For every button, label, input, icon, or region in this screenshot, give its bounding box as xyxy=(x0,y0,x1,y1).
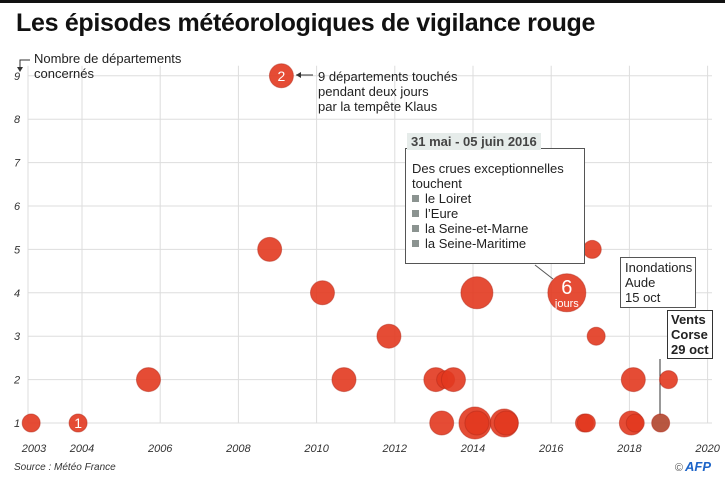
bubble xyxy=(576,413,596,433)
arrow-head-icon xyxy=(17,67,23,72)
bubble xyxy=(586,326,606,346)
bullet-square-icon xyxy=(412,210,419,217)
bubble xyxy=(493,410,519,436)
x-tick-label: 2014 xyxy=(460,443,485,455)
x-tick-label: 2010 xyxy=(303,443,329,455)
x-tick-label: 2006 xyxy=(147,443,173,455)
annotation-line: pendant deux jours xyxy=(318,84,429,99)
bullet-square-icon xyxy=(412,195,419,202)
x-tick-label: 2016 xyxy=(538,443,564,455)
bubble xyxy=(582,239,602,259)
item-label: la Seine-et-Marne xyxy=(425,221,529,236)
copyright-symbol: © xyxy=(674,462,683,474)
bubble xyxy=(135,367,161,393)
y-tick-label: 6 xyxy=(14,201,21,213)
y-tick-label: 2 xyxy=(13,375,20,387)
y-tick-label: 4 xyxy=(14,288,20,300)
bubble-sublabel: jours xyxy=(554,298,579,310)
chart-title: Les épisodes météorologiques de vigilanc… xyxy=(16,9,596,37)
x-tick-label: 2004 xyxy=(69,443,94,455)
annotation-line: touchent xyxy=(412,176,462,191)
bubble xyxy=(440,367,466,393)
item-label: la Seine-Maritime xyxy=(425,236,527,251)
x-tick-label: 2018 xyxy=(616,443,642,455)
bubble-label: 1 xyxy=(74,415,82,431)
y-tick-label: 5 xyxy=(14,244,21,256)
y-tick-label: 9 xyxy=(14,71,20,83)
annotation-line: Aude xyxy=(625,275,656,290)
bubble xyxy=(331,367,357,393)
bubble xyxy=(21,413,41,433)
annotation-line: Vents xyxy=(671,312,706,327)
x-tick-label: 2008 xyxy=(225,443,251,455)
bubble xyxy=(429,410,455,436)
annotation-line: 15 oct xyxy=(625,290,661,305)
annotation-corse: Vents Corse 29 oct xyxy=(667,310,713,359)
bubble xyxy=(651,413,671,433)
bubble xyxy=(309,280,335,306)
arrow-icon xyxy=(19,59,30,69)
y-tick-label: 8 xyxy=(14,114,21,126)
y-tick-label: 3 xyxy=(14,331,21,343)
item-label: l’Eure xyxy=(425,206,459,221)
annotation-line: Inondations xyxy=(625,260,693,275)
x-tick-label: 2020 xyxy=(694,443,720,455)
bubble xyxy=(547,273,587,313)
y-tick-label: 7 xyxy=(14,158,21,170)
list-item: le Loiret xyxy=(412,191,578,206)
bullet-square-icon xyxy=(412,225,419,232)
item-label: le Loiret xyxy=(425,191,472,206)
bubble xyxy=(268,63,294,89)
x-tick-label: 2003 xyxy=(21,443,47,455)
y-tick-label: 1 xyxy=(14,418,20,430)
y-axis-label: Nombre de départements concernés xyxy=(34,51,182,81)
list-item: la Seine-et-Marne xyxy=(412,221,578,236)
annotation-line: 9 départements touchés xyxy=(318,69,458,84)
bubble xyxy=(620,367,646,393)
bubble xyxy=(376,323,402,349)
bubble-label: 6 xyxy=(561,277,572,299)
annotation-line: 29 oct xyxy=(671,342,709,357)
klaus-arrow-head xyxy=(296,72,301,78)
bubble xyxy=(625,413,645,433)
list-item: l’Eure xyxy=(412,206,578,221)
annotation-klaus: 9 départements touchés pendant deux jour… xyxy=(318,69,457,114)
annotation-line: Corse xyxy=(671,327,708,342)
source-note: Source : Météo France xyxy=(14,462,116,473)
annotation-date: 31 mai - 05 juin 2016 xyxy=(407,133,541,150)
credit-text: AFP xyxy=(685,459,711,474)
annotation-aude: Inondations Aude 15 oct xyxy=(620,257,696,308)
annotation-line: Des crues exceptionnelles xyxy=(412,161,564,176)
connector-line xyxy=(534,264,554,280)
bubble xyxy=(659,370,678,390)
bubble xyxy=(464,410,490,436)
x-tick-label: 2012 xyxy=(382,443,407,455)
annotation-crues-2016: Des crues exceptionnelles touchent le Lo… xyxy=(405,148,585,264)
bullet-square-icon xyxy=(412,240,419,247)
annotation-line: par la tempête Klaus xyxy=(318,99,438,114)
bubble xyxy=(460,276,494,310)
bubble xyxy=(68,413,88,433)
afp-logo: © AFP xyxy=(675,459,713,474)
bubble-label: 2 xyxy=(278,68,286,84)
bubble-chart: 1 2 3 4 5 6 7 8 9 2003 2004 2006 2008 2010 2012 2014 201… xyxy=(13,59,721,455)
bubble xyxy=(257,236,283,262)
list-item: la Seine-Maritime xyxy=(412,236,578,251)
